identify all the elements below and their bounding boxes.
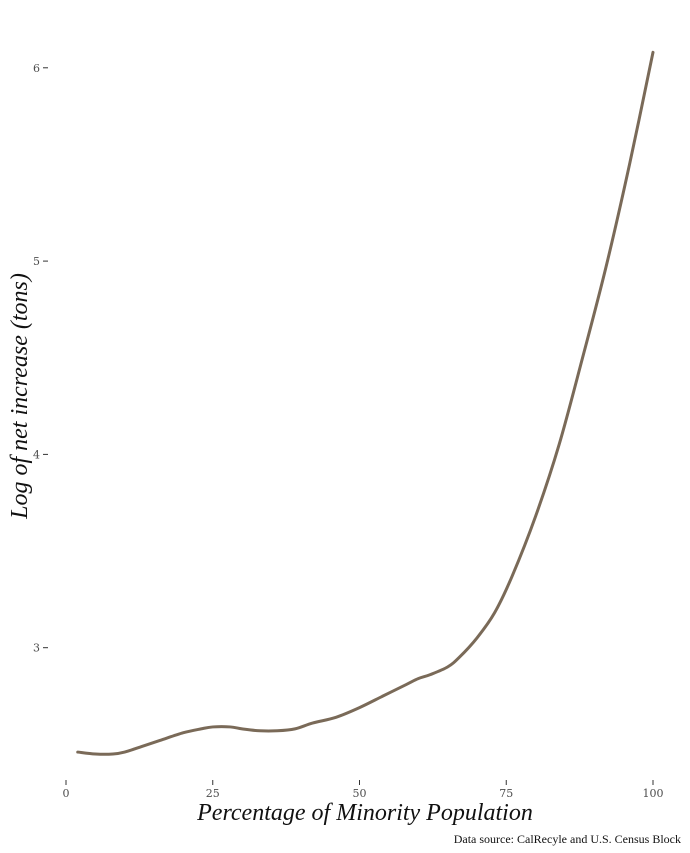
x-tick-label: 25: [206, 787, 220, 800]
y-axis: 3 4 5 6: [33, 62, 48, 655]
x-tick-label: 100: [643, 787, 664, 800]
plot-area: [76, 50, 655, 756]
x-axis: 0 25 50 75 100: [63, 780, 664, 800]
y-tick-label: 3: [33, 642, 40, 655]
x-axis-title: Percentage of Minority Population: [196, 800, 533, 826]
series-line: [76, 50, 655, 756]
y-tick-label: 4: [33, 448, 40, 461]
y-axis-title: Log of net increase (tons): [7, 273, 33, 520]
y-tick-label: 5: [33, 255, 40, 268]
data-source-caption: Data source: CalRecyle and U.S. Census B…: [454, 832, 681, 846]
y-tick-label: 6: [33, 62, 40, 75]
x-tick-label: 75: [499, 787, 513, 800]
x-tick-label: 50: [353, 787, 367, 800]
x-tick-label: 0: [63, 787, 70, 800]
